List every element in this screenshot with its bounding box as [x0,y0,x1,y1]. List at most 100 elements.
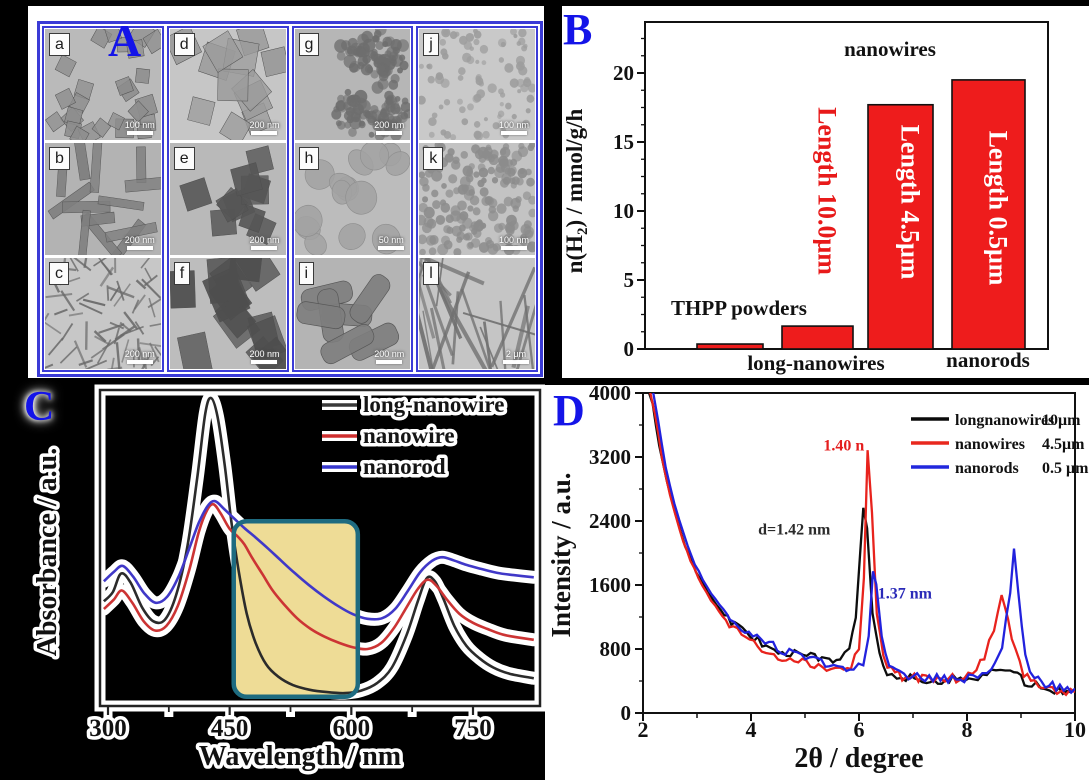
bar-length-label: Length 0.5μm [984,131,1013,286]
y-tick-label: 5 [624,268,635,292]
xrd-curve-nanowires [649,393,1075,697]
scale-bar-text: 200 nm [374,120,405,131]
scale-bar: 200 nm [374,349,404,364]
tem-grid: a 100 nm b 200 nm c 200 nm d 200 nm e 200 nm f 200 … [37,21,543,377]
scale-bar: 2 μm [503,349,529,364]
scale-bar: 100 nm [124,120,155,136]
tem-cell-letter: e [173,147,195,171]
tem-image-l: l 2 μm [419,257,535,369]
tem-cell-letter: g [298,33,320,56]
tem-image-g: g 200 nm [294,29,411,141]
y-tick-label: 3200 [589,445,631,469]
legend-size-nanorods: 0.5 μm [1042,460,1089,477]
legend-label-nanowires: nanowires [955,436,1025,453]
highlight-box-border [231,518,361,700]
tem-cell-letter: c [49,261,69,285]
scale-bar-text: 200 nm [374,348,405,359]
tem-column-1: a 100 nm b 200 nm c 200 nm [42,26,164,372]
xrd-curve-longnanowires [647,393,1075,696]
thpp-powders-annotation: THPP powders [671,296,807,320]
abs-curve-long-nanowire [102,396,535,695]
abs-x-axis-label: Wavelength / nm [199,741,401,772]
panel-d-xrd-chart: 0 800 1600 2400 3200 4000 2 4 6 8 10 2θ / degree Int… [545,385,1089,780]
scale-bar-line [251,359,278,364]
x-axis-label-long-nanowires: long-nanowires [747,351,884,375]
scale-bar: 100 nm [498,120,529,136]
x-tick-label: 10 [1064,717,1086,742]
legend-label-long-nanowire: long-nanowire [363,392,504,417]
legend-size-nanowires: 4.5μm [1042,436,1085,453]
scale-bar: 200 nm [249,234,280,250]
tem-column-3: g 200 nm h 50 nm i 200 nm [291,26,414,372]
tem-texture [294,29,411,141]
tem-cell-letter: h [298,147,320,171]
xrd-annotation-2: 1.37 nm [878,586,933,603]
tem-cell-letter: k [423,147,444,171]
absorbance-chart-svg: long-nanowire nanowire nanorod 300 450 600 750… [0,380,545,780]
xrd-plot-frame [642,392,1076,714]
xrd-annotation-1: d=1.42 nm [758,522,831,539]
y-tick-label: 20 [613,61,634,85]
tem-texture [45,29,161,141]
tem-image-h: h 50 nm [294,143,411,255]
tem-image-i: i 200 nm [294,257,411,369]
scale-bar-line [376,131,403,136]
x-tick-label: 6 [854,717,865,742]
scale-bar-text: 200 nm [249,234,280,245]
xrd-chart-svg: 0 800 1600 2400 3200 4000 2 4 6 8 10 2θ / degree Int… [546,385,1089,774]
xrd-y-axis-label: Intensity / a.u. [546,472,576,637]
scale-bar: 200 nm [249,348,280,364]
x-tick-label: 450 [211,715,249,742]
x-tick-label: 4 [746,717,757,742]
panel-d-label: D [553,386,585,435]
x-tick-label: 750 [454,715,492,742]
tem-cell-letter: a [49,33,70,56]
scale-bar-text: 200 nm [124,234,155,245]
scale-bar-text: 200 nm [249,120,280,131]
scale-bar-line [503,359,529,364]
scale-bar-text: 2 μm [505,348,527,359]
tem-cell-letter: f [173,261,191,285]
panel-a-tem-grid: a 100 nm b 200 nm c 200 nm d 200 nm e 200 nm f 200 … [28,6,544,378]
y-tick-label: 4000 [589,385,631,405]
tem-texture [169,29,286,141]
legend-label-nanorods: nanorods [955,460,1019,477]
scale-bar-text: 100 nm [124,120,155,131]
scale-bar-text: 200 nm [249,348,280,359]
xrd-annotation-0: 1.40 n [823,438,864,455]
legend-label-nanowire: nanowire [363,423,455,448]
highlight-box [233,521,358,697]
bar-long-nanowires [781,325,854,350]
legend-label-longnanowires: longnanowires [955,412,1054,429]
scale-bar-line [251,245,278,250]
scale-bar-text: 100 nm [498,120,529,131]
tem-image-j: j 100 nm [419,29,535,141]
nanowires-annotation: nanowires [844,37,936,61]
x-tick-label: 300 [89,715,127,742]
scale-bar: 200 nm [125,235,155,250]
tem-cell-letter: b [49,147,70,171]
y-tick-label: 1600 [589,573,631,597]
abs-curve-nanorod [103,499,534,621]
scale-bar-line [126,131,153,136]
scale-bar-text: 50 nm [378,234,404,245]
abs-curve-nanowire [103,502,535,651]
x-tick-label: 600 [333,715,371,742]
scale-bar-line [500,131,527,136]
y-tick-label: 800 [600,637,632,661]
y-tick-label: 0 [621,701,632,725]
tem-image-f: f 200 nm [169,257,286,369]
scale-bar: 50 nm [378,234,405,250]
tem-image-d: d 200 nm [169,29,286,141]
legend-label-nanorod: nanorod [363,454,446,479]
abs-y-axis-label: Absorbance / a.u. [32,448,63,656]
scale-bar: 100 nm [499,235,529,250]
panel-c-label: C [24,384,55,430]
bar-length-label: Length 4.5μm [896,125,925,280]
tem-image-a: a 100 nm [45,29,161,141]
xrd-curve-nanorods [652,393,1075,695]
scale-bar-line [126,359,153,364]
tem-column-2: d 200 nm e 200 nm f 200 nm [166,26,289,372]
tem-cell-letter: d [173,33,195,56]
